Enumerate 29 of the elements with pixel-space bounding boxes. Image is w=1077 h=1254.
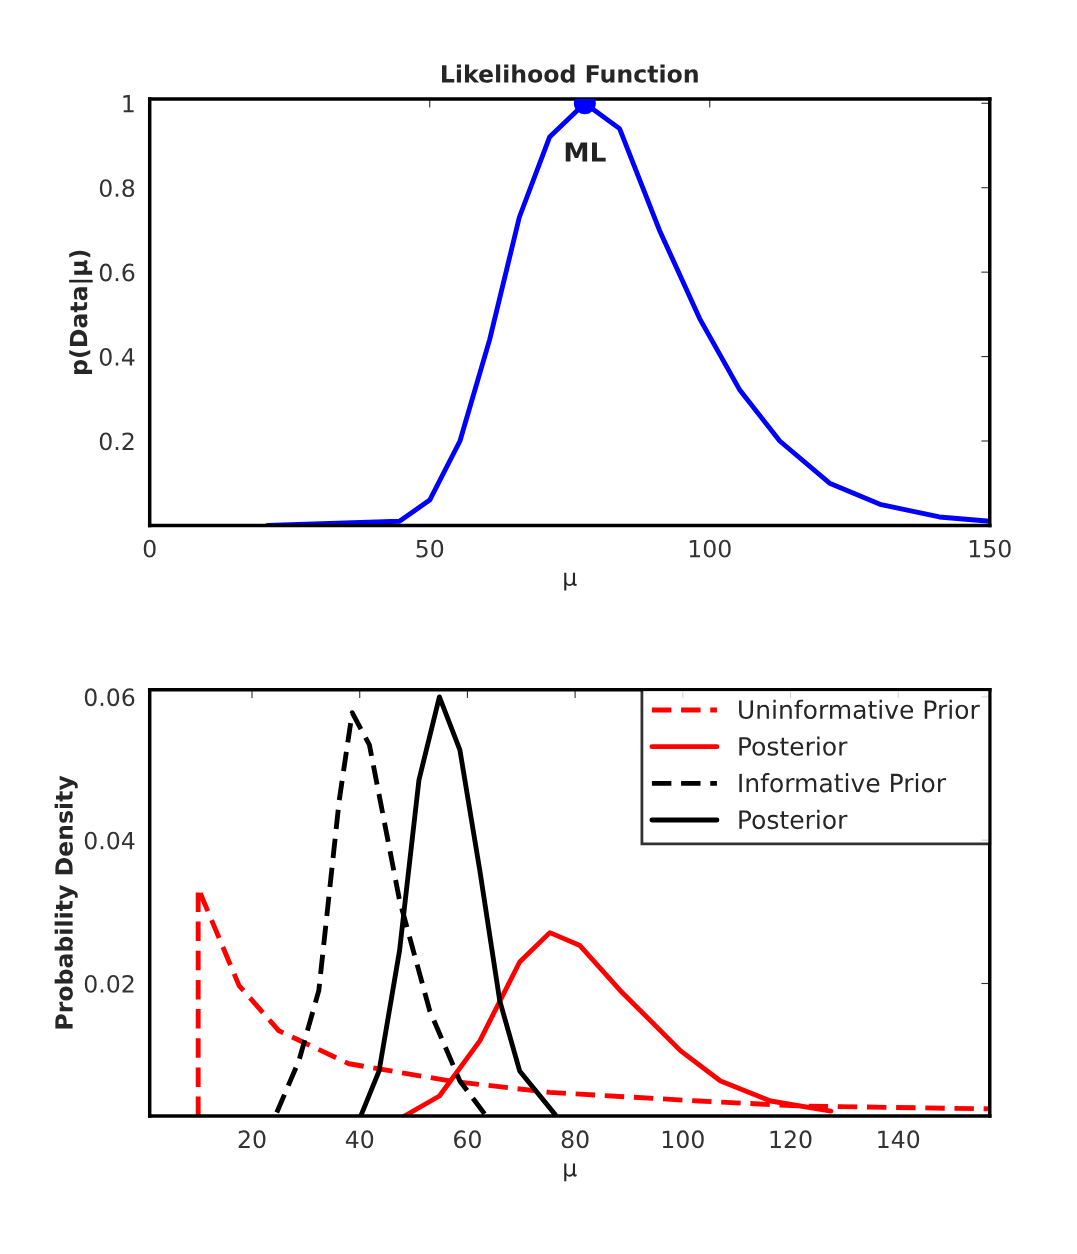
x-tick-label: 140 bbox=[878, 1130, 920, 1149]
y-axis-title: Probability Density bbox=[54, 775, 78, 1029]
y-tick-label: 0.04 bbox=[84, 831, 135, 850]
legend-label: Posterior bbox=[739, 809, 848, 830]
annotation: ML bbox=[565, 142, 606, 162]
x-tick-label: 50 bbox=[416, 539, 444, 558]
y-tick-label: 0.6 bbox=[99, 263, 135, 282]
y-axis-title: p(Data|μ) bbox=[69, 250, 93, 374]
x-tick-label: 40 bbox=[345, 1130, 374, 1149]
y-tick-label: 0.4 bbox=[99, 348, 135, 366]
x-tick-label: 120 bbox=[770, 1130, 812, 1149]
x-tick-label: 20 bbox=[238, 1130, 266, 1149]
legend-label: Posterior bbox=[739, 736, 848, 756]
x-axis-title: μ bbox=[564, 572, 577, 591]
x-tick-label: 60 bbox=[454, 1130, 481, 1149]
legend-label: Uninformative Prior bbox=[739, 699, 980, 720]
y-tick-label: 0.06 bbox=[84, 688, 135, 707]
chart-title: Likelihood Function bbox=[442, 64, 698, 83]
x-tick-label: 0 bbox=[143, 539, 156, 558]
legend-label: Informative Prior bbox=[739, 773, 947, 793]
y-tick-label: 0.02 bbox=[84, 974, 134, 993]
x-tick-label: 150 bbox=[969, 539, 1011, 558]
y-tick-label: 0.2 bbox=[99, 432, 134, 451]
y-tick-label: 1 bbox=[123, 95, 134, 113]
x-axis-title: μ bbox=[564, 1163, 577, 1182]
x-tick-label: 100 bbox=[662, 1130, 704, 1149]
y-tick-label: 0.8 bbox=[99, 179, 135, 198]
x-tick-label: 100 bbox=[689, 539, 731, 558]
x-tick-label: 80 bbox=[561, 1130, 589, 1149]
